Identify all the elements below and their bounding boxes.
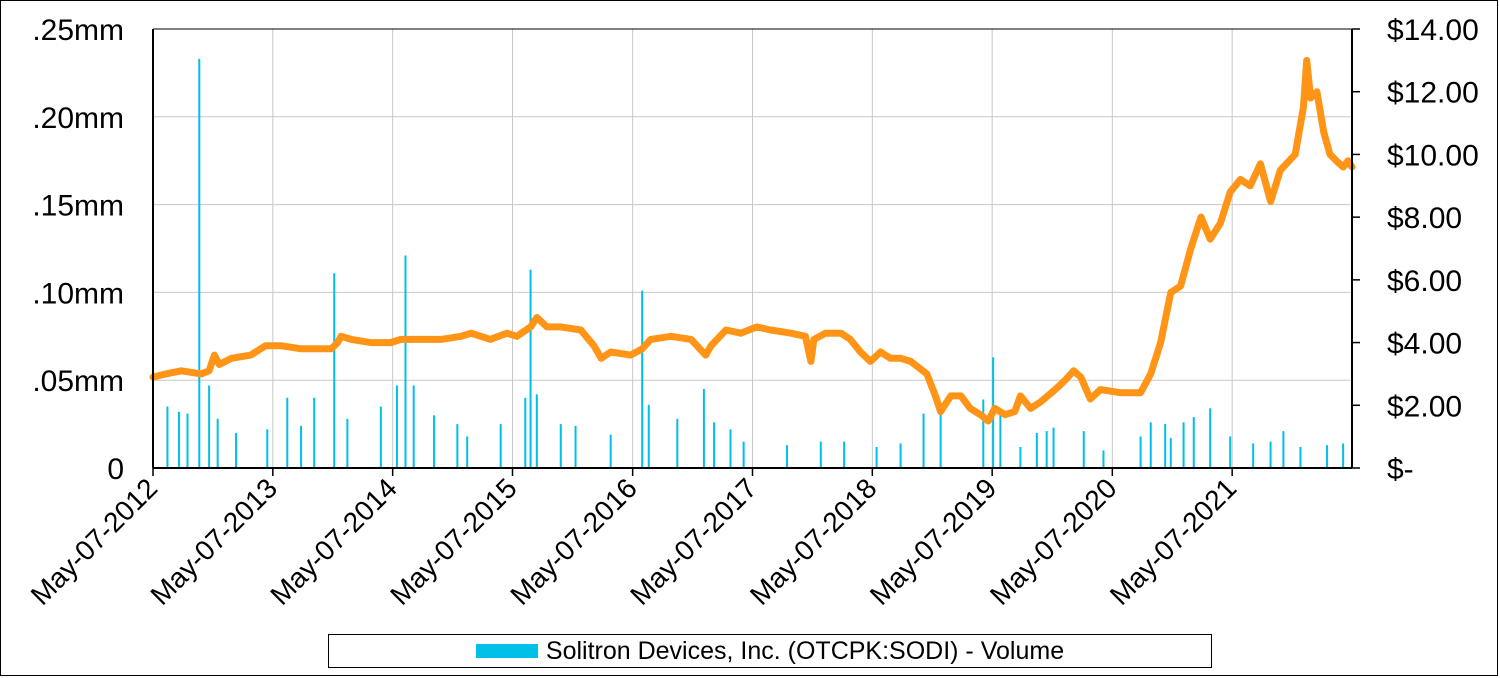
legend-volume-swatch — [475, 644, 538, 658]
x-tick-label: May-07-2021 — [1104, 472, 1243, 611]
x-tick-label: May-07-2020 — [984, 472, 1123, 611]
y2-tick-label: $- — [1387, 453, 1414, 486]
y-tick-label: .25mm — [32, 14, 124, 47]
y-tick-label: .15mm — [32, 190, 124, 223]
price-line — [149, 56, 1356, 425]
x-axis-labels: May-07-2012May-07-2013May-07-2014May-07-… — [25, 472, 1243, 611]
y2-tick-label: $10.00 — [1387, 139, 1479, 172]
y2-tick-label: $6.00 — [1387, 265, 1462, 298]
y2-tick-label: $8.00 — [1387, 202, 1462, 235]
y-tick-label: 0 — [107, 453, 124, 486]
y2-tick-label: $14.00 — [1387, 14, 1479, 47]
volume-bars — [166, 58, 1345, 468]
axes — [152, 28, 1360, 476]
x-tick-label: May-07-2015 — [384, 472, 523, 611]
right-axis-labels: $14.00 $12.00 $10.00 $8.00 $6.00 $4.00 $2.00 $- — [1387, 14, 1479, 486]
gridlines — [153, 28, 1352, 468]
x-tick-label: May-07-2013 — [144, 472, 283, 611]
y2-tick-label: $12.00 — [1387, 77, 1479, 110]
legend-volume-label: Solitron Devices, Inc. (OTCPK:SODI) - Vo… — [545, 636, 1065, 665]
x-tick-label: May-07-2018 — [744, 472, 883, 611]
left-axis-labels: .25mm .20mm .15mm .10mm .05mm 0 — [32, 14, 124, 486]
x-tick-label: May-07-2019 — [864, 472, 1003, 611]
y2-tick-label: $4.00 — [1387, 328, 1462, 361]
price-series-line — [149, 56, 1356, 425]
y2-tick-label: $2.00 — [1387, 390, 1462, 423]
y-tick-label: .05mm — [32, 365, 124, 398]
y-tick-label: .20mm — [32, 102, 124, 135]
x-tick-label: May-07-2017 — [624, 472, 763, 611]
x-tick-label: May-07-2014 — [264, 472, 403, 611]
x-tick-label: May-07-2016 — [504, 472, 643, 611]
x-tick-label: May-07-2012 — [25, 472, 164, 611]
y-tick-label: .10mm — [32, 277, 124, 310]
legend: Solitron Devices, Inc. (OTCPK:SODI) - Vo… — [328, 634, 1212, 668]
